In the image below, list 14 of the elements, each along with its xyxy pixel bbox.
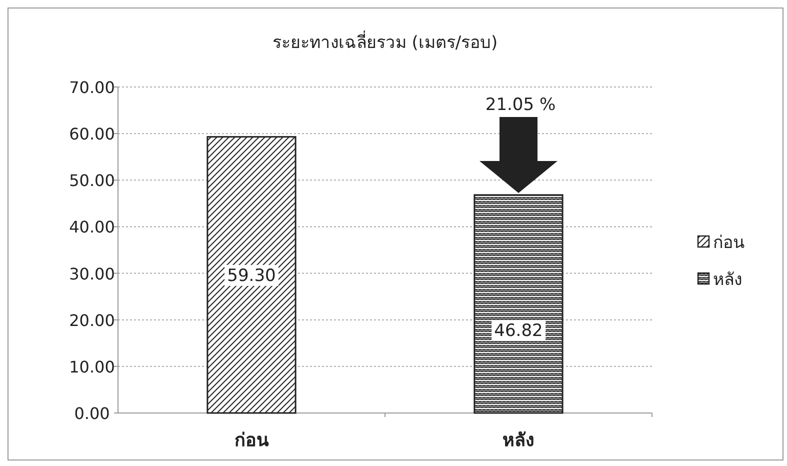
legend-label: หลัง (713, 270, 742, 290)
y-tick-label: 20.00 (69, 310, 115, 330)
y-tick-label: 10.00 (69, 357, 115, 376)
y-tick-label: 30.00 (69, 264, 115, 284)
y-tick-label: 50.00 (69, 171, 115, 190)
legend-label: ก่อน (713, 233, 745, 253)
chart-title: ระยะทางเฉลี่ยรวม (เมตร/รอบ) (272, 30, 498, 53)
y-tick-label: 0.00 (74, 404, 110, 423)
y-tick-label: 40.00 (69, 218, 115, 237)
data-label: 59.30 (227, 266, 276, 286)
annotation: 21.05 % (485, 95, 556, 115)
y-tick-label: 60.00 (69, 124, 115, 144)
data-label: 46.82 (494, 320, 543, 341)
y-tick-label: 70.00 (69, 78, 115, 97)
